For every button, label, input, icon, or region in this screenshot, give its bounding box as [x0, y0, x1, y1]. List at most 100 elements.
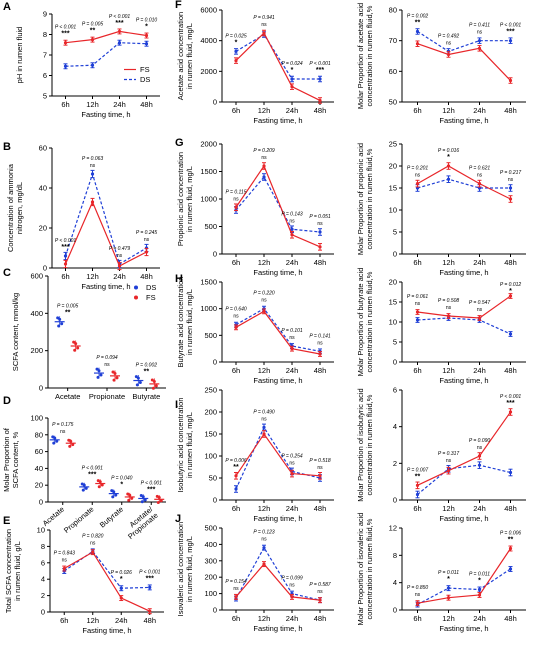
significance-label: *: [478, 578, 481, 585]
point-FS: [91, 550, 95, 554]
significance-label: ns: [261, 298, 267, 304]
y-tick-label: 6000: [200, 6, 217, 15]
point-DS: [477, 39, 482, 43]
panel-D: D 0 20 40 60 80 100 Molar Proportion of SCFA con…: [2, 395, 166, 541]
y-tick-label: 10: [37, 526, 45, 535]
point-FS: [415, 310, 420, 314]
panel-right-10: 0 5 10 15 20 Molar Proportion of butyrate aci…: [356, 268, 526, 385]
x-tick-label: 24h: [113, 100, 126, 109]
point-FS: [290, 472, 294, 476]
point-DS: [318, 230, 322, 234]
x-tick-label: 12h: [86, 100, 99, 109]
x-tick-label: 48h: [504, 366, 517, 375]
y-tick-label: 0: [213, 98, 217, 107]
y-tick-label: 8: [43, 30, 47, 39]
y-axis-title: Isobutyric acid concentration: [176, 397, 185, 492]
point-FS: [415, 483, 420, 487]
significance-label: **: [144, 369, 150, 376]
p-value-label: P = 0.850: [407, 585, 429, 591]
point-FS: [290, 233, 294, 237]
y-axis-title: SCFA content, %: [11, 431, 20, 488]
x-tick-label: 6h: [232, 614, 240, 623]
y-tick-label: 1000: [200, 304, 217, 313]
x-tick-label: Acetate: [55, 392, 80, 401]
significance-label: ***: [146, 575, 154, 582]
x-tick-label: 6h: [413, 614, 421, 623]
significance-label: ns: [90, 163, 96, 169]
point-DS: [508, 332, 513, 336]
point-DS: [60, 322, 64, 326]
y-tick-label: 250: [204, 386, 217, 395]
x-tick-label: 48h: [140, 272, 153, 281]
point-DS: [119, 586, 123, 590]
point-DS: [415, 29, 420, 34]
x-axis-title: Fasting time, h: [81, 110, 130, 119]
y-tick-label: 2: [41, 591, 45, 600]
x-tick-label: 24h: [286, 258, 299, 267]
y-tick-label: 200: [204, 573, 217, 582]
p-value-label: P = 0.518: [309, 458, 331, 464]
y-tick-label: 5: [393, 228, 397, 237]
point-FS: [262, 562, 266, 566]
p-value-label: P = 0.005: [57, 304, 79, 310]
x-axis-title: Fasting time, h: [82, 626, 131, 635]
point-DS: [508, 186, 513, 190]
x-tick-label: 48h: [504, 258, 517, 267]
point-DS: [262, 425, 266, 429]
significance-label: ns: [261, 22, 267, 28]
significance-label: ns: [446, 40, 452, 46]
point-DS: [234, 49, 238, 54]
significance-label: **: [233, 464, 239, 471]
panel-J: J 0 100 200 300 400 500 Isovaleric acid concent…: [175, 513, 334, 633]
y-tick-label: 0: [39, 384, 43, 393]
panel-letter: H: [175, 273, 183, 285]
point-FS: [130, 496, 134, 500]
significance-label: ns: [508, 177, 514, 183]
x-tick-label: 12h: [86, 272, 99, 281]
significance-label: ns: [261, 416, 267, 422]
y-tick-label: 10: [389, 206, 397, 215]
significance-label: ns: [317, 221, 323, 227]
panel-right-12: 0 2 4 6 Molar Proportion of isobutyric acid c…: [356, 386, 526, 523]
significance-label: ns: [289, 335, 295, 341]
y-tick-label: 600: [30, 272, 43, 281]
x-tick-label: Propionate: [89, 392, 125, 401]
panel-letter: I: [175, 399, 178, 411]
y-tick-label: 500: [204, 331, 217, 340]
p-value-label: P = 0.621: [469, 166, 491, 172]
point-FS: [446, 596, 451, 600]
point-FS: [76, 346, 80, 350]
x-tick-label: 48h: [314, 614, 327, 623]
point-FS: [144, 33, 149, 38]
point-FS: [508, 294, 513, 298]
point-DS: [290, 77, 294, 81]
y-tick-label: 5: [393, 338, 397, 347]
p-value-label: P = 0.508: [438, 298, 460, 304]
y-tick-label: 9: [43, 10, 47, 19]
significance-label: **: [90, 28, 96, 35]
point-FS: [234, 474, 238, 478]
y-tick-label: 0: [213, 496, 217, 505]
significance-label: ns: [289, 583, 295, 589]
point-FS: [234, 325, 238, 329]
panel-A: A 5 6 7 8 9 pH in rumen fluid 6h 12h 24h 48h Fastin…: [3, 1, 160, 119]
p-value-label: P = 0.011: [438, 570, 459, 576]
x-axis-title: Fasting time, h: [81, 282, 130, 291]
y-tick-label: 8: [41, 542, 45, 551]
significance-label: *: [291, 67, 294, 74]
y-axis-title: in rumen fluid, mg/L: [185, 166, 194, 232]
significance-label: ns: [317, 340, 323, 346]
x-tick-label: 48h: [314, 366, 327, 375]
y-tick-label: 6: [393, 386, 397, 395]
x-tick-label-line: Acetate: [41, 505, 66, 528]
x-tick-label: 12h: [442, 258, 455, 267]
point-FS: [477, 593, 482, 597]
y-axis-title: Butyrate acid concentration: [176, 277, 185, 368]
x-axis-title: Fasting time, h: [439, 624, 488, 633]
x-tick-label: 48h: [314, 106, 327, 115]
y-axis-title: Molar Proportion of acetate acid: [356, 3, 365, 109]
series-line-DS: [235, 307, 321, 352]
y-axis-title: Concentration of ammonia: [6, 163, 15, 252]
series-line-FS: [417, 165, 511, 200]
significance-label: ns: [261, 155, 267, 161]
